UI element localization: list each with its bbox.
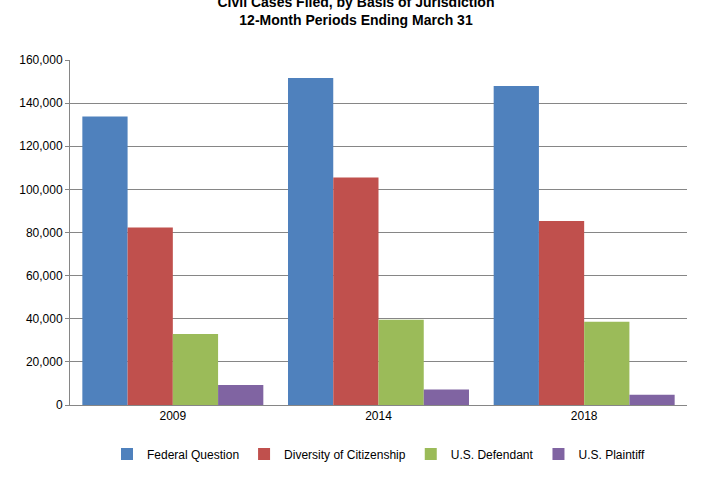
svg-text:2009: 2009 xyxy=(159,409,186,423)
svg-text:20,000: 20,000 xyxy=(26,355,63,369)
svg-text:Diversity of Citizenship: Diversity of Citizenship xyxy=(284,448,406,462)
svg-text:0: 0 xyxy=(56,398,63,412)
svg-text:160,000: 160,000 xyxy=(19,53,63,67)
svg-text:2014: 2014 xyxy=(365,409,392,423)
svg-text:U.S. Plaintiff: U.S. Plaintiff xyxy=(578,448,644,462)
svg-text:140,000: 140,000 xyxy=(19,96,63,110)
svg-text:Federal Question: Federal Question xyxy=(147,448,239,462)
svg-text:40,000: 40,000 xyxy=(26,312,63,326)
svg-text:60,000: 60,000 xyxy=(26,269,63,283)
svg-text:U.S. Defendant: U.S. Defendant xyxy=(451,448,534,462)
svg-text:120,000: 120,000 xyxy=(19,139,63,153)
svg-text:2018: 2018 xyxy=(571,409,598,423)
svg-text:80,000: 80,000 xyxy=(26,226,63,240)
svg-text:Civil Cases Filed, by Basis of: Civil Cases Filed, by Basis of Jurisdict… xyxy=(218,0,495,28)
svg-text:100,000: 100,000 xyxy=(19,183,63,197)
